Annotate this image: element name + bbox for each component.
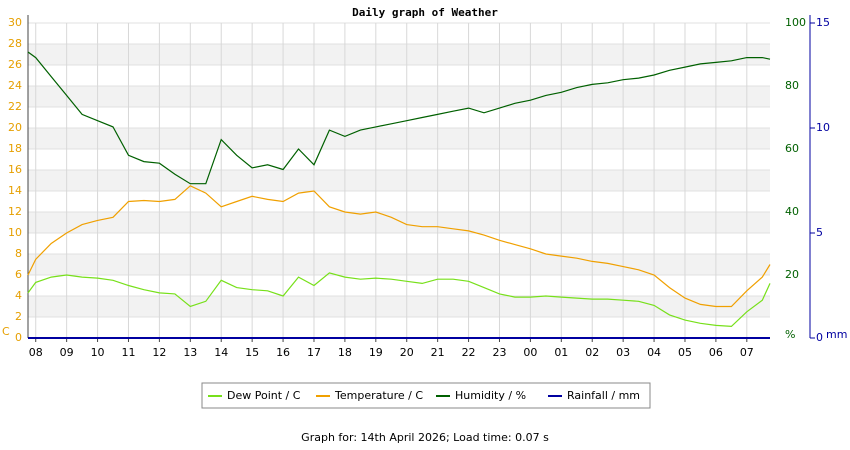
y-tick-label: 0 — [15, 331, 22, 344]
y3-tick-label: 0 — [816, 331, 823, 344]
y-tick-label: 24 — [8, 79, 22, 92]
y2-tick-label: 100 — [785, 16, 806, 29]
x-tick-label: 05 — [678, 346, 692, 359]
grid-band — [28, 254, 770, 275]
series-line — [27, 185, 771, 308]
x-tick-label: 06 — [709, 346, 723, 359]
series-line — [27, 51, 771, 185]
x-tick-label: 17 — [307, 346, 321, 359]
x-tick-label: 16 — [276, 346, 290, 359]
y-tick-label: 28 — [8, 37, 22, 50]
legend-label: Temperature / C — [334, 389, 423, 402]
y-tick-label: 18 — [8, 142, 22, 155]
y2-tick-label: 80 — [785, 79, 799, 92]
grid-band — [28, 44, 770, 65]
y3-unit: mm — [826, 328, 847, 341]
legend-label: Dew Point / C — [227, 389, 301, 402]
x-tick-label: 01 — [554, 346, 568, 359]
x-tick-label: 19 — [369, 346, 383, 359]
x-tick-label: 20 — [400, 346, 414, 359]
y3-tick-label: 15 — [816, 16, 830, 29]
x-tick-label: 04 — [647, 346, 661, 359]
grid-band — [28, 170, 770, 191]
grid-band — [28, 212, 770, 233]
x-tick-label: 08 — [29, 346, 43, 359]
x-tick-label: 09 — [60, 346, 74, 359]
x-tick-label: 03 — [616, 346, 630, 359]
series-line — [27, 272, 771, 328]
x-tick-label: 15 — [245, 346, 259, 359]
chart-title: Daily graph of Weather — [352, 6, 498, 19]
x-tick-label: 18 — [338, 346, 352, 359]
y-tick-label: 30 — [8, 16, 22, 29]
y-tick-label: 14 — [8, 184, 22, 197]
y-tick-label: 6 — [15, 268, 22, 281]
x-tick-label: 23 — [492, 346, 506, 359]
x-tick-label: 22 — [462, 346, 476, 359]
y3-tick-label: 5 — [816, 226, 823, 239]
y-tick-label: 26 — [8, 58, 22, 71]
x-tick-label: 14 — [214, 346, 228, 359]
legend-label: Rainfall / mm — [567, 389, 640, 402]
x-tick-label: 07 — [740, 346, 754, 359]
grid-band — [28, 296, 770, 317]
y2-tick-label: 40 — [785, 205, 799, 218]
x-tick-label: 10 — [91, 346, 105, 359]
y-tick-label: 10 — [8, 226, 22, 239]
y-tick-label: 16 — [8, 163, 22, 176]
y-tick-label: 4 — [15, 289, 22, 302]
y-tick-label: 20 — [8, 121, 22, 134]
x-tick-label: 12 — [152, 346, 166, 359]
y2-tick-label: % — [785, 328, 795, 341]
x-tick-label: 11 — [121, 346, 135, 359]
footer: Graph for: 14th April 2026; Load time: 0… — [301, 431, 549, 444]
x-tick-label: 13 — [183, 346, 197, 359]
y2-tick-label: 20 — [785, 268, 799, 281]
x-tick-label: 00 — [523, 346, 537, 359]
y-tick-label: 12 — [8, 205, 22, 218]
grid-band — [28, 86, 770, 107]
y-tick-label: 8 — [15, 247, 22, 260]
grid-band — [28, 128, 770, 149]
y-unit: C — [2, 325, 10, 338]
legend-box — [201, 382, 651, 409]
legend-label: Humidity / % — [455, 389, 526, 402]
x-tick-label: 21 — [431, 346, 445, 359]
y-tick-label: 22 — [8, 100, 22, 113]
y-tick-label: 2 — [15, 310, 22, 323]
x-tick-label: 02 — [585, 346, 599, 359]
y3-tick-label: 10 — [816, 121, 830, 134]
y2-tick-label: 60 — [785, 142, 799, 155]
